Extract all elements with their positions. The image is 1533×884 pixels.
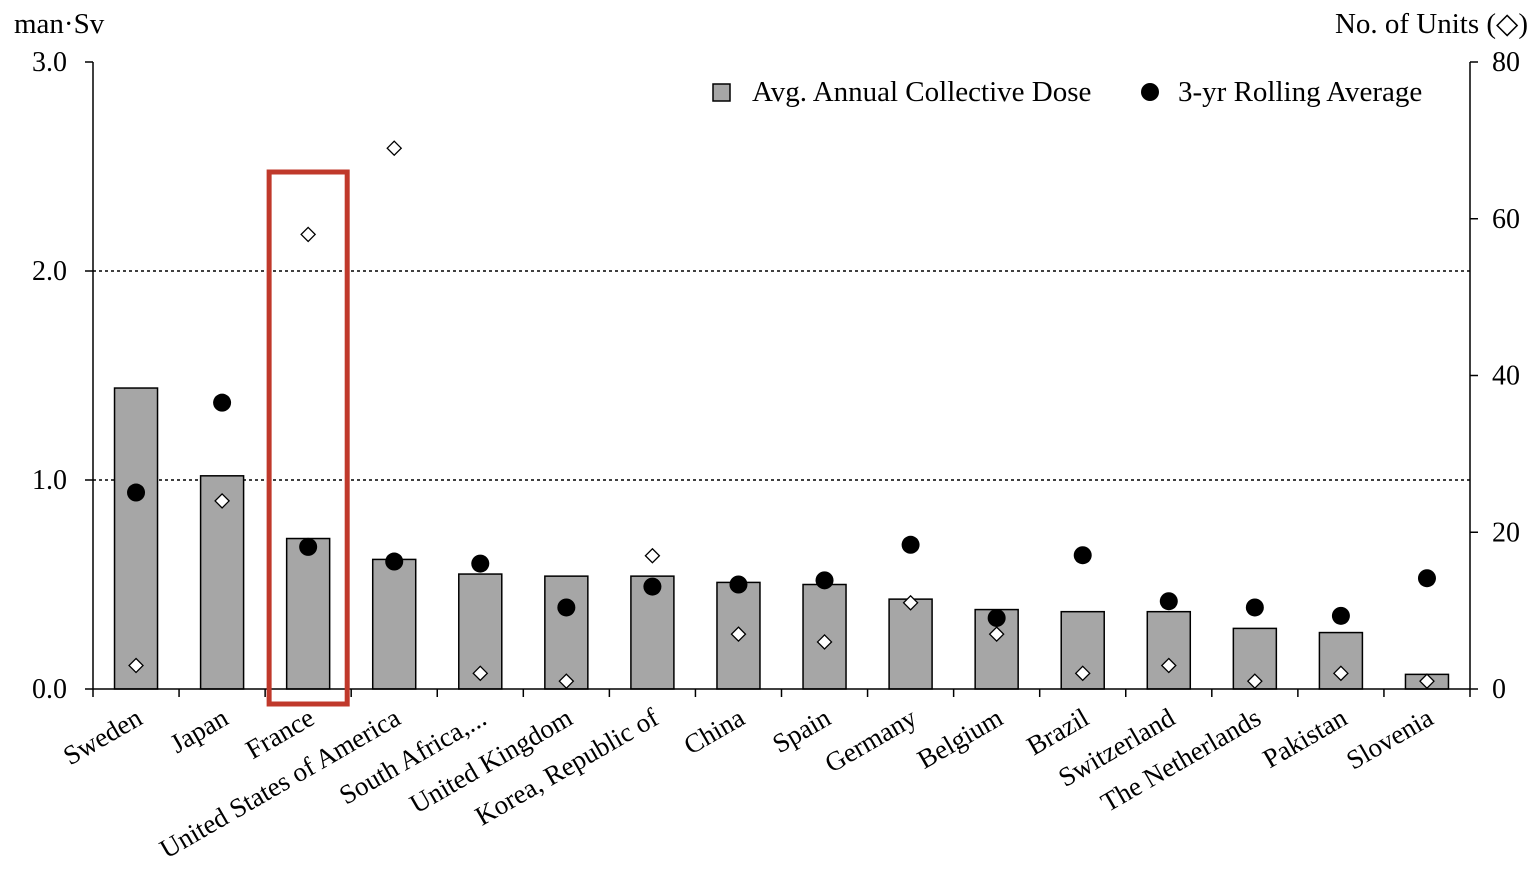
units-diamond bbox=[1074, 665, 1091, 682]
left-axis-title: man·Sv bbox=[14, 8, 105, 40]
left-tick-label: 1.0 bbox=[32, 465, 67, 496]
left-tick-label: 2.0 bbox=[32, 256, 67, 287]
units-diamond bbox=[816, 634, 833, 650]
rolling-average-dot bbox=[557, 598, 576, 617]
units-diamond bbox=[472, 665, 489, 682]
rolling-average-dot bbox=[1417, 569, 1436, 588]
right-tick-label: 20 bbox=[1492, 517, 1520, 548]
units-diamond bbox=[300, 226, 317, 243]
category-label: Slovenia bbox=[1341, 702, 1438, 775]
units-diamond bbox=[730, 626, 747, 643]
right-tick-label: 80 bbox=[1492, 47, 1520, 78]
units-diamond bbox=[386, 140, 403, 157]
units-diamond bbox=[1332, 665, 1349, 682]
legend: Avg. Annual Collective Dose 3-yr Rolling… bbox=[712, 76, 1422, 108]
units-diamond bbox=[128, 657, 144, 674]
units-diamond bbox=[558, 673, 575, 690]
bar bbox=[113, 387, 159, 690]
bar bbox=[371, 558, 417, 690]
bar bbox=[1146, 610, 1192, 690]
rolling-average-dot bbox=[1245, 598, 1264, 617]
category-label: China bbox=[679, 702, 750, 760]
rolling-average-dot bbox=[299, 537, 318, 556]
category-label: Sweden bbox=[58, 702, 147, 771]
bar bbox=[285, 537, 331, 690]
category-label: Pakistan bbox=[1258, 702, 1353, 774]
rolling-average-dot bbox=[901, 535, 920, 554]
rolling-average-dot bbox=[1331, 606, 1350, 625]
units-diamond bbox=[644, 547, 661, 564]
units-series bbox=[128, 140, 1435, 690]
right-tick-label: 60 bbox=[1492, 204, 1520, 235]
rolling-average-dot bbox=[1159, 592, 1178, 611]
rolling-average-series bbox=[127, 393, 1436, 627]
legend-dot-label: 3-yr Rolling Average bbox=[1178, 76, 1422, 108]
category-label: Japan bbox=[165, 702, 234, 759]
bar-series bbox=[113, 387, 1450, 690]
units-diamond bbox=[214, 492, 231, 509]
units-diamond bbox=[902, 594, 919, 611]
units-diamond bbox=[1419, 673, 1435, 690]
rolling-average-dot bbox=[213, 393, 232, 412]
rolling-average-dot bbox=[987, 608, 1006, 627]
category-label: Germany bbox=[820, 702, 922, 778]
right-tick-label: 40 bbox=[1492, 361, 1520, 392]
rolling-average-dot bbox=[643, 577, 662, 596]
right-tick-label: 0 bbox=[1492, 674, 1506, 705]
right-axis-title: No. of Units (◇) bbox=[1335, 8, 1528, 40]
rolling-average-dot bbox=[815, 571, 834, 590]
left-tick-label: 3.0 bbox=[32, 47, 67, 78]
rolling-average-dot bbox=[729, 575, 748, 594]
category-label: Belgium bbox=[912, 702, 1008, 774]
bar bbox=[544, 575, 589, 690]
rolling-average-dot bbox=[127, 483, 146, 502]
units-diamond bbox=[1246, 673, 1263, 690]
rolling-average-dot bbox=[471, 554, 490, 573]
axes bbox=[85, 61, 1478, 697]
left-tick-label: 0.0 bbox=[32, 674, 67, 705]
legend-bar-label: Avg. Annual Collective Dose bbox=[752, 76, 1091, 108]
bar bbox=[888, 598, 933, 690]
legend-bar-swatch bbox=[712, 83, 731, 102]
legend-dot-marker bbox=[1141, 83, 1159, 101]
rolling-average-dot bbox=[1073, 546, 1092, 565]
rolling-average-dot bbox=[385, 552, 404, 571]
units-diamond bbox=[988, 626, 1005, 643]
gridlines bbox=[93, 270, 1470, 481]
units-diamond bbox=[1160, 657, 1177, 674]
highlight-box bbox=[266, 169, 350, 707]
